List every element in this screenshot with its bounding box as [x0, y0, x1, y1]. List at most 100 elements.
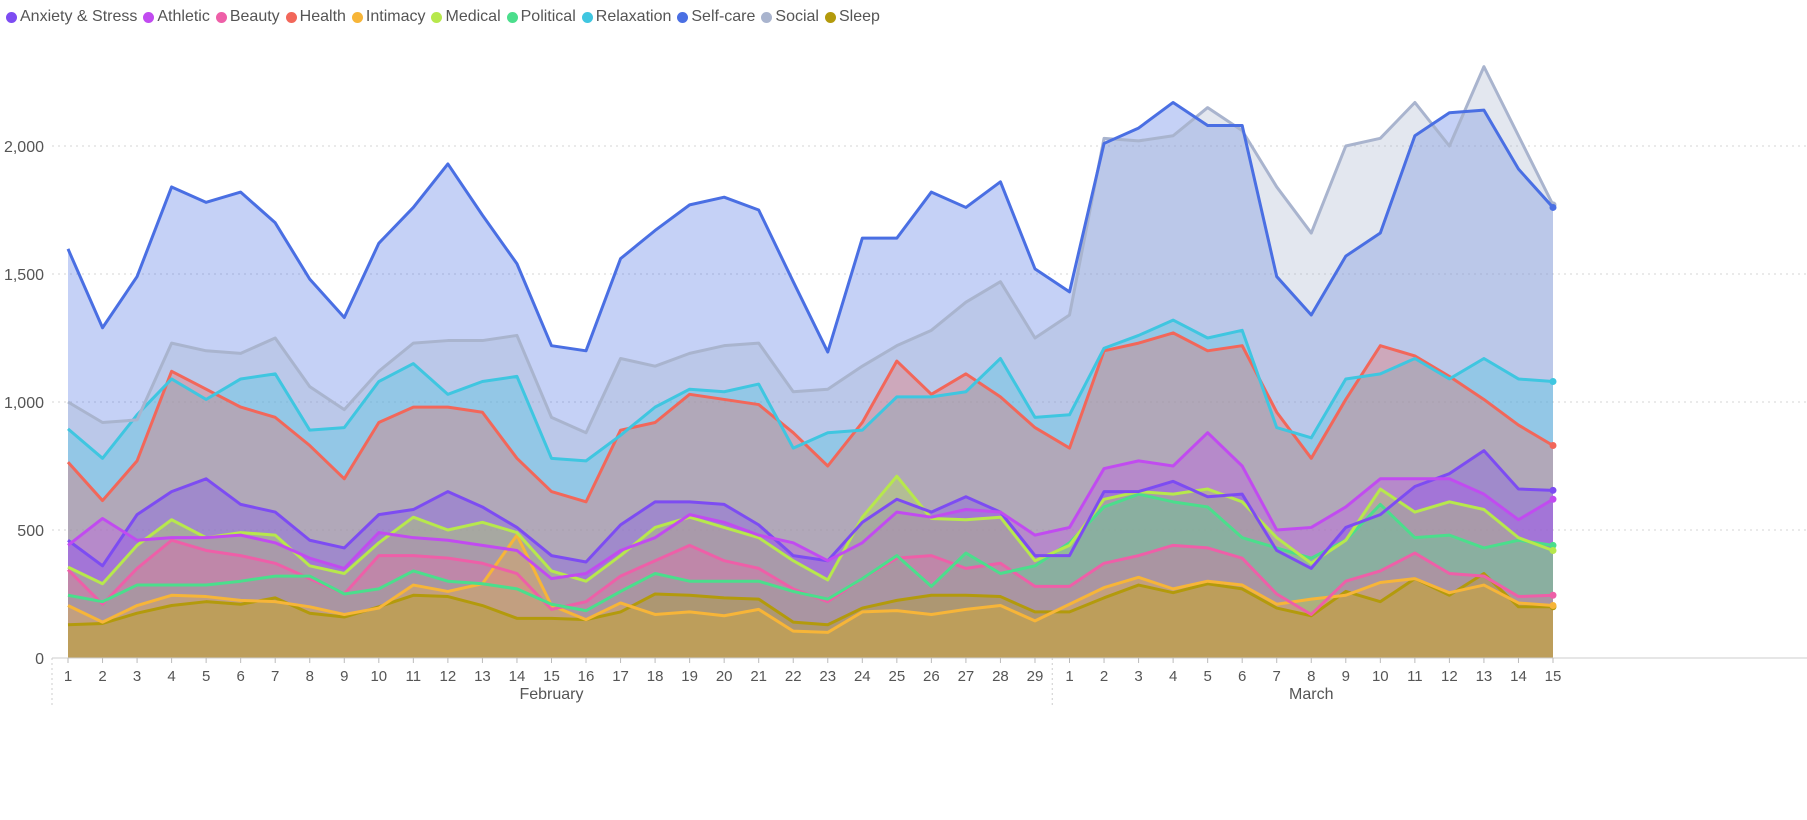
- area-health: [68, 332, 1553, 658]
- x-tick-label: 11: [406, 668, 422, 685]
- legend-item-social[interactable]: Social: [761, 8, 819, 26]
- legend-label: Social: [775, 8, 819, 25]
- line-intimacy: [67, 533, 1554, 634]
- x-tick-label: 1: [64, 668, 72, 685]
- x-tick-label: 4: [167, 668, 175, 685]
- area-medical: [68, 476, 1553, 658]
- area-athletic: [68, 432, 1553, 658]
- area-self-care: [68, 102, 1553, 659]
- point-health: [1549, 442, 1557, 450]
- line-relaxation: [67, 318, 1554, 463]
- x-tick-label: 23: [819, 668, 836, 685]
- x-tick-label: 21: [750, 668, 767, 685]
- legend-marker: [6, 11, 17, 23]
- x-tick-label: 24: [854, 668, 871, 685]
- legend-marker: [431, 11, 443, 23]
- legend-marker: [677, 11, 689, 23]
- legend: Anxiety & Stress Athletic Beauty Health Inti…: [6, 8, 886, 26]
- point-anxiety-and-stress: [1549, 486, 1557, 494]
- x-tick-label: 12: [1441, 668, 1458, 685]
- area-sleep: [68, 573, 1553, 658]
- x-tick-label: 22: [785, 668, 802, 685]
- x-tick-label: 5: [1203, 668, 1211, 685]
- x-tick-label: 6: [237, 668, 245, 685]
- point-medical: [1549, 546, 1557, 554]
- x-tick-label: 18: [647, 668, 664, 685]
- x-tick-label: 14: [509, 668, 526, 685]
- x-tick-label: 10: [1372, 668, 1389, 685]
- point-political: [1549, 541, 1557, 549]
- x-tick-label: 12: [440, 668, 457, 685]
- x-tick-label: 3: [133, 668, 141, 685]
- legend-label: Political: [520, 8, 576, 25]
- line-athletic: [67, 431, 1554, 581]
- month-label: February: [519, 686, 583, 703]
- legend-marker: [143, 11, 155, 23]
- x-tick-label: 15: [1545, 668, 1562, 685]
- x-tick-label: 2: [1100, 668, 1108, 685]
- x-tick-label: 25: [888, 668, 905, 685]
- month-label: March: [1289, 686, 1333, 703]
- x-tick-label: 9: [1342, 668, 1350, 685]
- legend-item-athletic[interactable]: Athletic: [143, 8, 210, 26]
- line-anxiety-and-stress: [67, 449, 1554, 570]
- x-tick-label: 11: [1407, 668, 1423, 685]
- legend-item-beauty[interactable]: Beauty: [215, 8, 280, 26]
- legend-label: Relaxation: [595, 8, 672, 25]
- legend-item-relaxation[interactable]: Relaxation: [581, 8, 672, 26]
- legend-label: Health: [299, 8, 346, 25]
- legend-item-sleep[interactable]: Sleep: [824, 8, 880, 26]
- legend-label: Athletic: [157, 8, 210, 25]
- series-lines: [66, 65, 1557, 634]
- x-tick-label: 29: [1027, 668, 1044, 685]
- gridlines: [52, 145, 1807, 531]
- legend-label: Beauty: [229, 8, 280, 25]
- point-self-care: [1549, 203, 1557, 211]
- legend-label: Self-care: [691, 8, 756, 25]
- x-tick-label: 16: [578, 668, 595, 685]
- legend-marker: [351, 11, 363, 23]
- point-beauty: [1549, 591, 1557, 599]
- series-areas: [68, 66, 1553, 659]
- x-tick-label: 7: [1273, 668, 1281, 685]
- x-tick-label: 28: [992, 668, 1009, 685]
- x-tick-label: 6: [1238, 668, 1246, 685]
- x-tick-label: 3: [1134, 668, 1142, 685]
- legend-item-health[interactable]: Health: [285, 8, 346, 26]
- legend-item-political[interactable]: Political: [506, 8, 576, 26]
- legend-item-intimacy[interactable]: Intimacy: [351, 8, 426, 26]
- x-tick-label: 5: [202, 668, 210, 685]
- x-tick-label: 13: [1476, 668, 1493, 685]
- legend-marker: [506, 11, 518, 23]
- x-tick-label: 7: [271, 668, 279, 685]
- legend-label: Sleep: [838, 8, 880, 25]
- line-political: [67, 492, 1554, 613]
- line-health: [66, 331, 1554, 504]
- y-tick-label: 0: [35, 651, 44, 668]
- y-tick-label: 1,000: [4, 395, 44, 412]
- legend-item-medical[interactable]: Medical: [431, 8, 501, 26]
- line-sleep: [67, 572, 1553, 627]
- x-tick-label: 19: [681, 668, 698, 685]
- legend-marker: [761, 11, 773, 23]
- x-tick-label: 15: [543, 668, 560, 685]
- x-tick-label: 2: [98, 668, 106, 685]
- point-athletic: [1549, 495, 1557, 503]
- legend-label: Intimacy: [365, 8, 426, 25]
- x-tick-label: 13: [474, 668, 491, 685]
- area-beauty: [68, 540, 1553, 658]
- legend-marker: [581, 11, 593, 23]
- x-tick-label: 20: [716, 668, 733, 685]
- legend-marker: [215, 11, 227, 23]
- y-tick-label: 2,000: [4, 139, 44, 156]
- point-relaxation: [1549, 378, 1557, 386]
- x-tick-label: 8: [306, 668, 314, 685]
- line-medical: [67, 474, 1554, 586]
- legend-item-anxiety-and-stress[interactable]: Anxiety & Stress: [6, 8, 137, 26]
- area-political: [68, 494, 1553, 658]
- y-tick-label: 1,500: [4, 267, 44, 284]
- legend-item-self-care[interactable]: Self-care: [677, 8, 755, 26]
- area-intimacy: [68, 535, 1553, 658]
